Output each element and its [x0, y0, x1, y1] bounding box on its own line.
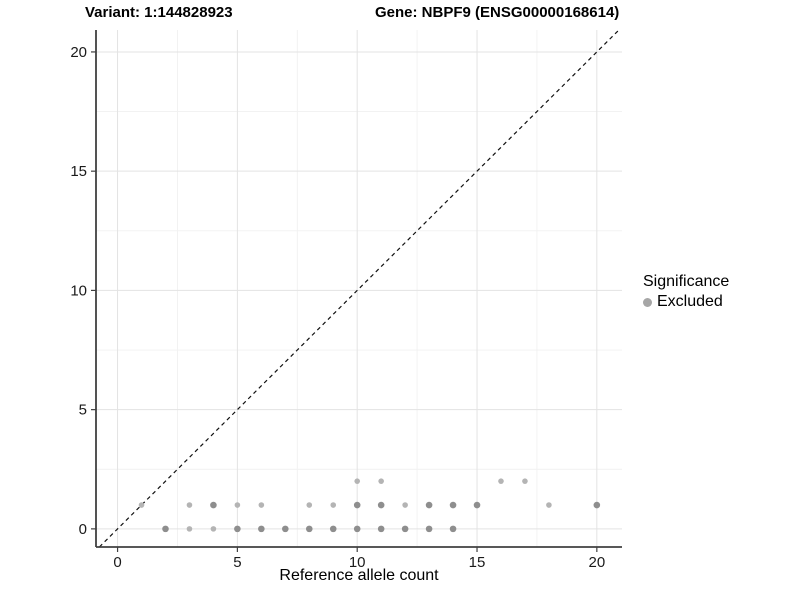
- data-point: [353, 501, 361, 509]
- identity-dashed-line: [98, 29, 620, 548]
- data-point: [186, 526, 193, 532]
- data-point: [498, 478, 504, 484]
- y-tick-label: 20: [70, 44, 87, 61]
- data-point: [353, 525, 361, 533]
- legend-title: Significance: [643, 273, 730, 290]
- variant-title: Variant: 1:144828923: [85, 4, 233, 21]
- data-point: [234, 525, 241, 533]
- legend-item-label: Excluded: [657, 293, 723, 310]
- data-point: [186, 502, 193, 508]
- data-point: [522, 478, 528, 484]
- data-point: [378, 478, 384, 484]
- excluded-point-icon: [643, 297, 652, 307]
- data-point: [329, 525, 337, 533]
- data-point: [401, 525, 409, 533]
- data-point: [425, 501, 433, 509]
- x-tick-label: 10: [349, 554, 366, 571]
- data-point: [593, 501, 601, 509]
- gene-title: Gene: NBPF9 (ENSG00000168614): [375, 4, 620, 21]
- data-point: [354, 478, 361, 484]
- data-point: [377, 501, 385, 509]
- x-tick-label: 0: [113, 554, 121, 571]
- data-point: [234, 502, 241, 508]
- data-point: [210, 526, 217, 532]
- legend-item-excluded: Excluded: [643, 293, 729, 311]
- data-point: [305, 525, 313, 533]
- x-axis-title: Reference allele count: [279, 567, 439, 584]
- data-point: [258, 502, 265, 508]
- data-point: [330, 502, 337, 508]
- data-point: [138, 502, 145, 508]
- data-point: [282, 525, 289, 533]
- data-point: [306, 502, 313, 508]
- y-tick-label: 10: [70, 282, 87, 299]
- data-point: [449, 525, 457, 533]
- data-point: [402, 502, 408, 508]
- data-point: [258, 525, 265, 533]
- legend: Significance Excluded: [643, 273, 729, 311]
- data-point: [473, 501, 481, 509]
- data-point: [377, 525, 385, 533]
- data-point: [210, 501, 217, 509]
- x-tick-label: 15: [469, 554, 486, 571]
- data-point: [162, 525, 169, 533]
- data-point: [449, 501, 457, 509]
- data-point: [546, 502, 552, 508]
- x-tick-label: 20: [588, 554, 605, 571]
- y-tick-label: 15: [70, 163, 87, 180]
- y-tick-label: 5: [79, 402, 87, 419]
- data-point: [425, 525, 433, 533]
- y-tick-label: 0: [79, 521, 87, 538]
- x-tick-label: 5: [233, 554, 241, 571]
